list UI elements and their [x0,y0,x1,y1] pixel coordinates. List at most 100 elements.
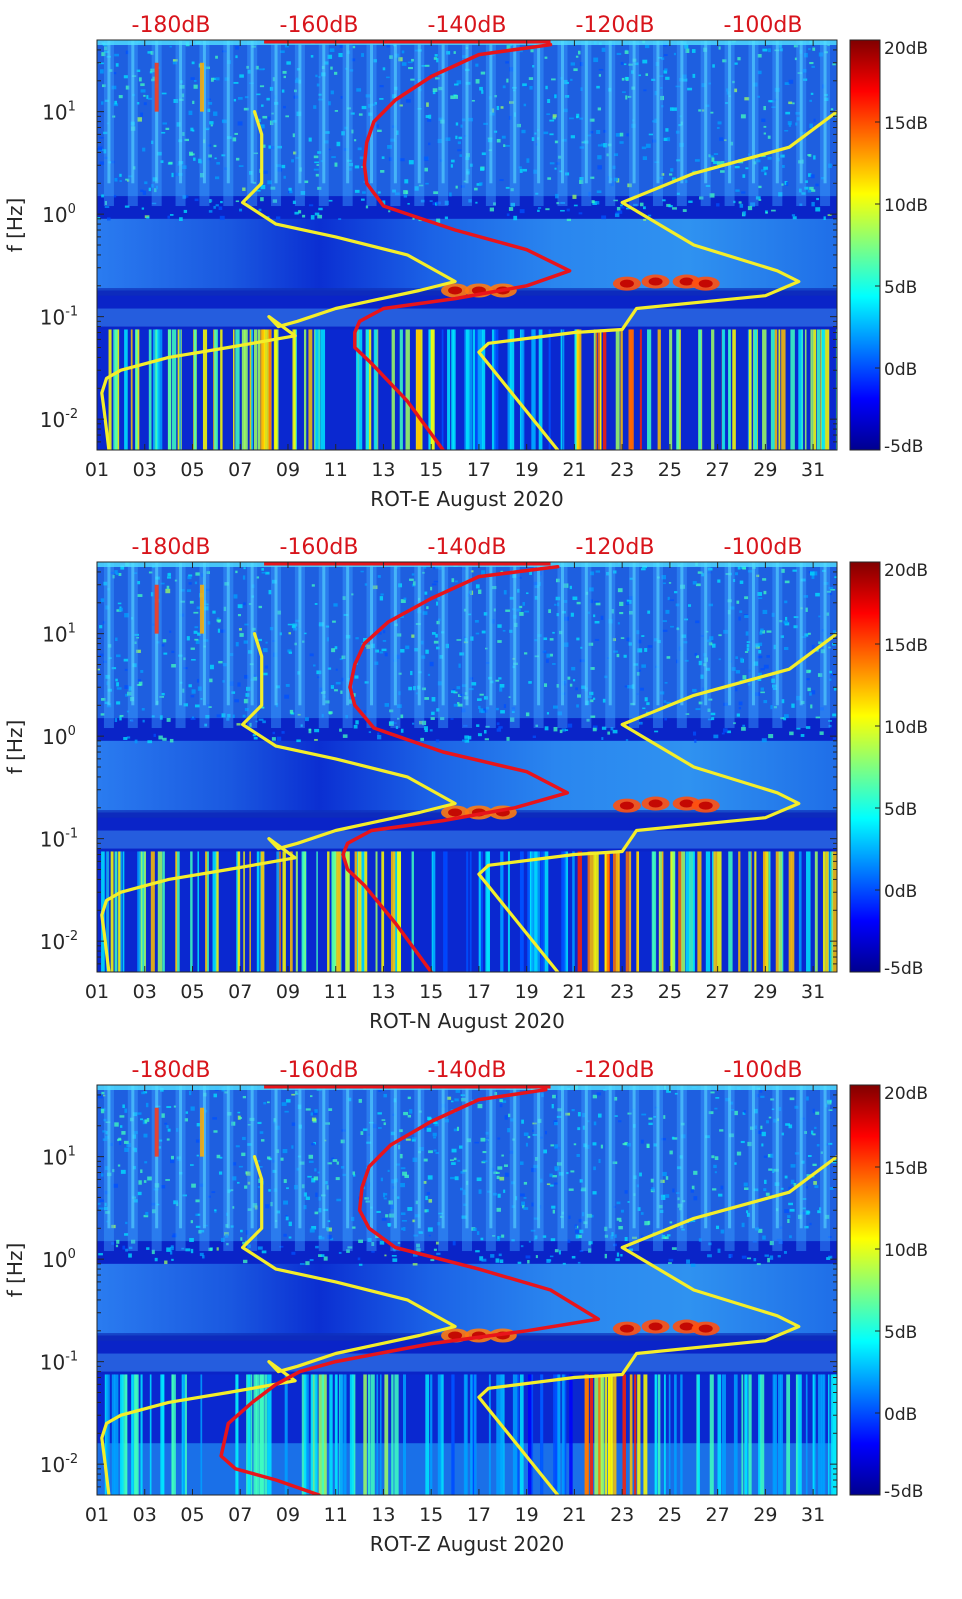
x-tick-label: 15 [419,1504,443,1526]
x-tick-label: 27 [706,981,730,1003]
colorbar-tick-label: 10dB [884,718,928,738]
y-tick-label: 10-1 [40,305,78,330]
spectrogram-heatmap [97,1085,837,1495]
y-tick-exponent: 1 [68,1145,76,1160]
top-axis-db-label: -140dB [428,535,507,560]
x-tick-label: 03 [133,1504,157,1526]
x-tick-label: 11 [324,981,348,1003]
y-tick-label: 100 [42,1247,76,1272]
spectrogram-heatmap [97,40,837,450]
curve-noise-model-low [100,110,457,450]
x-tick-label: 01 [85,981,109,1003]
top-axis-db-label: -100dB [724,535,803,560]
top-axis-db-label: -180dB [132,535,211,560]
y-tick-exponent: 1 [68,100,76,115]
y-tick-base: 10 [42,1146,67,1170]
y-tick-base: 10 [40,828,65,852]
colorbar-tick-label: 5dB [884,1323,917,1343]
x-tick-label: 07 [228,981,252,1003]
x-tick-label: 17 [467,459,491,481]
x-tick-label: 03 [133,981,157,1003]
x-tick-label: 03 [133,459,157,481]
x-tick-label: 09 [276,1504,300,1526]
y-axis-label: f [Hz] [3,720,27,775]
x-tick-label: 23 [610,1504,634,1526]
colorbar-tick-label: 20dB [884,561,928,581]
colorbar-border [849,1084,881,1496]
x-tick-label: 07 [228,459,252,481]
top-axis-db-label: -160dB [280,535,359,560]
x-tick-label: 25 [658,981,682,1003]
top-axis-db-label: -160dB [280,13,359,38]
colorbar-tick-label: 15dB [884,636,928,656]
colorbar [850,40,880,450]
top-axis-db-label: -140dB [428,1058,507,1083]
x-tick-label: 11 [324,1504,348,1526]
y-tick-label: 10-1 [40,827,78,852]
x-tick-label: 21 [562,1504,586,1526]
x-tick-label: 05 [180,981,204,1003]
heatmap-daily-streaks [103,1085,831,1252]
x-tick-label: 05 [180,1504,204,1526]
colorbar-tick-label: -5dB [884,959,923,979]
x-tick-label: 09 [276,459,300,481]
colorbar [850,1085,880,1495]
x-axis-label: ROT-N August 2020 [369,1009,565,1033]
colorbar-tick-label: 0dB [884,882,917,902]
x-tick-label: 29 [753,459,777,481]
x-tick-label: 15 [419,459,443,481]
top-axis-db-label: -140dB [428,13,507,38]
y-tick-exponent: 1 [68,622,76,637]
y-tick-base: 10 [40,408,65,432]
y-tick-label: 101 [42,622,76,647]
top-axis-db-label: -120dB [576,1058,655,1083]
curve-median-psd [341,564,570,972]
y-tick-base: 10 [42,623,67,647]
spectrogram-heatmap [97,562,837,972]
curve-median-psd [219,1087,601,1495]
x-tick-label: 27 [706,1504,730,1526]
x-axis-label: ROT-Z August 2020 [370,1532,565,1556]
top-axis-db-label: -120dB [576,535,655,560]
x-tick-label: 19 [515,1504,539,1526]
colorbar-tick-label: 0dB [884,360,917,380]
top-axis-db-label: -180dB [132,13,211,38]
colorbar-tick-label: 5dB [884,278,917,298]
x-tick-label: 31 [801,1504,825,1526]
heatmap-lowfreq-columns [104,1374,837,1495]
y-tick-base: 10 [42,725,67,749]
y-tick-exponent: -1 [65,1350,78,1365]
y-tick-exponent: -2 [65,407,78,422]
x-tick-label: 01 [85,459,109,481]
y-tick-label: 100 [42,724,76,749]
heatmap-lowfreq-columns [101,851,837,972]
y-tick-exponent: 0 [68,1247,76,1262]
y-tick-label: 100 [42,202,76,227]
x-tick-label: 27 [706,459,730,481]
x-tick-label: 13 [371,459,395,481]
curve-median-psd [353,42,572,450]
heatmap-band-secondary [97,830,837,849]
y-tick-exponent: 0 [68,724,76,739]
top-axis-db-label: -100dB [724,1058,803,1083]
x-tick-label: 11 [324,459,348,481]
x-tick-label: 25 [658,459,682,481]
curve-noise-model-high [477,110,837,450]
x-tick-label: 31 [801,981,825,1003]
x-tick-label: 17 [467,1504,491,1526]
colorbar-tick-label: 10dB [884,1241,928,1261]
x-tick-label: 25 [658,1504,682,1526]
y-tick-label: 10-2 [40,407,78,432]
y-axis-label: f [Hz] [3,1243,27,1298]
heatmap-band-secondary [97,308,837,327]
colorbar-tick-label: 20dB [884,1084,928,1104]
colorbar-tick-label: 10dB [884,196,928,216]
curve-noise-model-low [100,1155,457,1495]
x-tick-label: 13 [371,981,395,1003]
colorbar-tick-label: 0dB [884,1405,917,1425]
y-axis-label: f [Hz] [3,198,27,253]
